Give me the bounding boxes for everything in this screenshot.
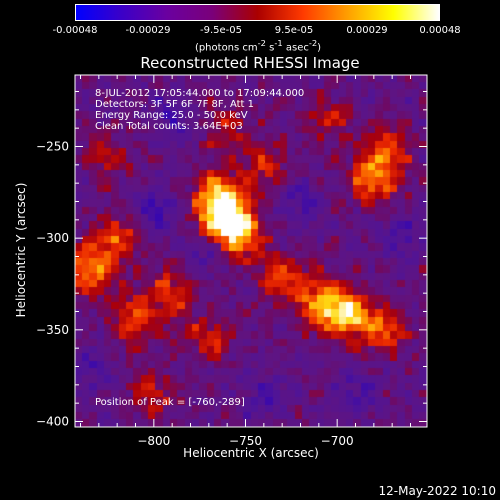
colorbar-tick: -9.5e-05 <box>200 25 242 36</box>
plot-frame <box>74 74 428 428</box>
axis-ticks: −800 −750 −700 −250 −300 −350 −400 <box>36 75 427 448</box>
y-tick-label: −300 <box>36 231 69 245</box>
colorbar-tick: 9.5e-05 <box>274 25 314 36</box>
x-tick-label: −800 <box>137 434 170 448</box>
x-axis-label: Heliocentric X (arcsec) <box>183 446 319 460</box>
clean-counts-text: Clean Total counts: 3.64E+03 <box>95 121 243 132</box>
colorbar-gradient <box>76 5 439 20</box>
y-axis-label: Heliocentric Y (arcsec) <box>14 182 28 318</box>
y-tick-label: −400 <box>36 415 69 429</box>
colorbar-tick: 0.00029 <box>346 25 388 36</box>
energy-range-text: Energy Range: 25.0 - 50.0 keV <box>95 110 248 121</box>
timestamp: 12-May-2022 10:10 <box>378 484 496 498</box>
detectors-text: Detectors: 3F 5F 6F 7F 8F, Att 1 <box>95 99 255 110</box>
peak-position-text: Position of Peak = [-760,-289] <box>95 397 245 408</box>
colorbar-tick: -0.00048 <box>52 25 98 36</box>
colorbar <box>75 4 440 21</box>
heatmap-image <box>75 75 427 427</box>
colorbar-tick: -0.00029 <box>125 25 171 36</box>
x-tick-label: −700 <box>321 434 354 448</box>
x-tick-label: −750 <box>229 434 262 448</box>
y-tick-label: −250 <box>36 140 69 154</box>
colorbar-tick: 0.00048 <box>419 25 461 36</box>
colorbar-unit-label: (photons cm-2 s-1 asec-2) <box>194 38 322 54</box>
time-range-text: 8-JUL-2012 17:05:44.000 to 17:09:44.000 <box>95 88 305 99</box>
y-tick-label: −350 <box>36 323 69 337</box>
chart-title: Reconstructed RHESSI Image <box>140 54 360 72</box>
